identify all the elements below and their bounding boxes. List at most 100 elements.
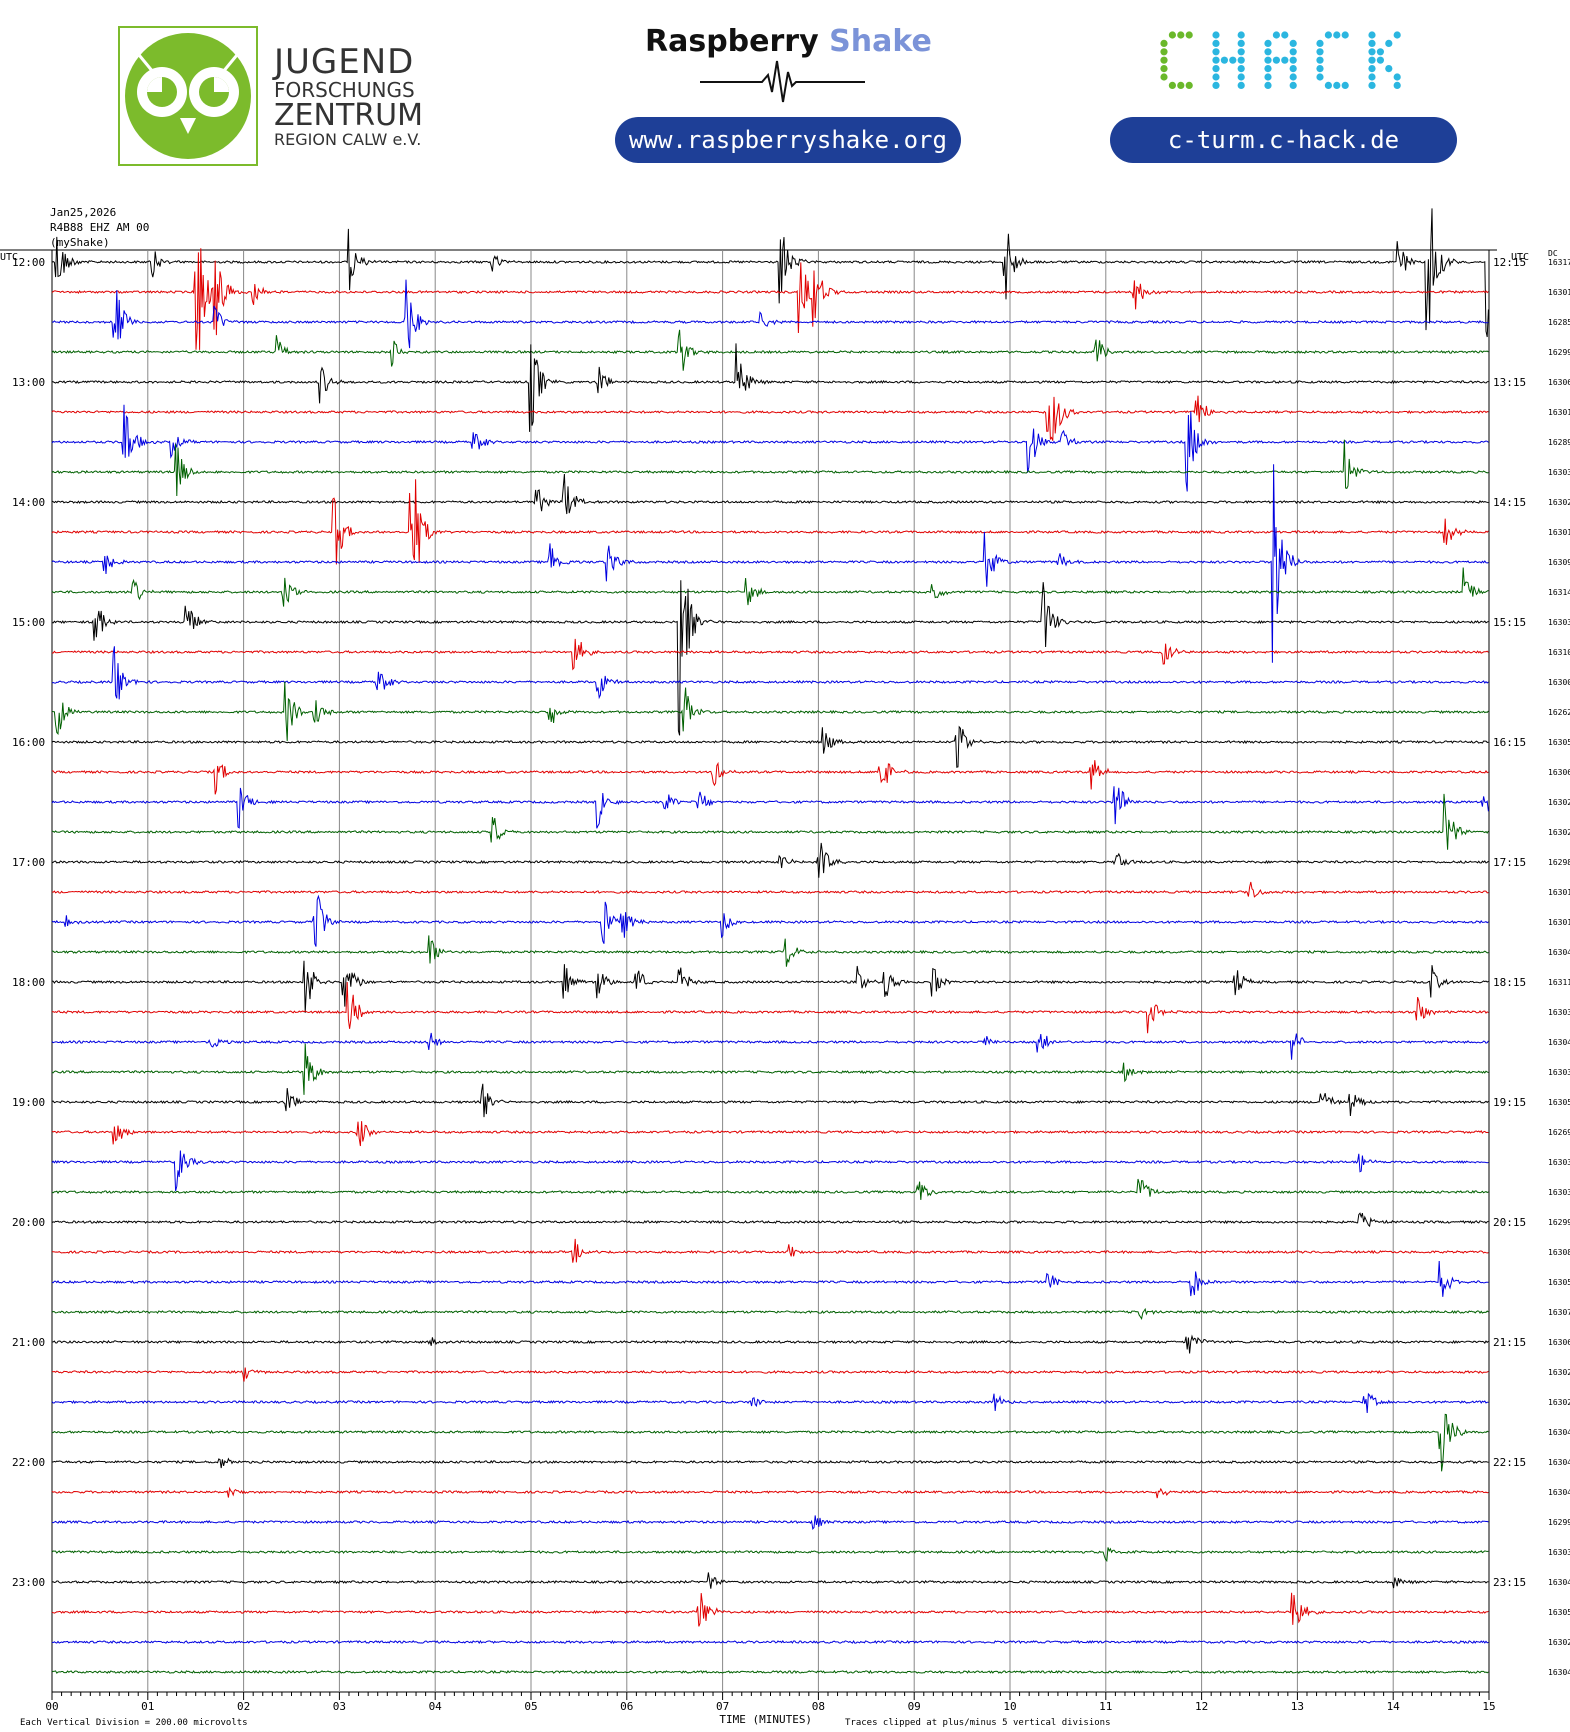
trace-line (51, 1515, 1489, 1531)
dc-offset-label: 16304 (1548, 1458, 1570, 1467)
dc-offset-label: 16303 (1548, 1188, 1570, 1197)
hour-label-left: 12:00 (12, 256, 45, 269)
chack-logo-dot (1264, 39, 1272, 47)
chack-logo-dot (1212, 81, 1220, 89)
trace-line (51, 1121, 1489, 1147)
dc-offset-label: 16314 (1548, 588, 1570, 597)
station-meta: Jan25,2026 R4B88 EHZ AM 00 (myShake) (50, 205, 149, 250)
trace-line (51, 1083, 1489, 1118)
dc-offset-label: 16303 (1548, 618, 1570, 627)
chack-logo-dot (1229, 56, 1237, 64)
dc-offset-label: 16302 (1548, 1398, 1570, 1407)
x-tick-label: 03 (333, 1700, 346, 1713)
grid (0, 249, 1497, 1700)
x-tick-label: 14 (1387, 1700, 1401, 1713)
x-tick-label: 07 (716, 1700, 729, 1713)
dc-offset-label: 16299 (1548, 1518, 1570, 1527)
chack-logo-dot (1316, 48, 1324, 56)
jfz-logo: JUGEND FORSCHUNGS ZENTRUM REGION CALW e.… (118, 26, 438, 166)
dc-label: DC (1548, 249, 1558, 258)
dc-offset-label: 16317 (1548, 258, 1570, 267)
chack-logo-dot (1368, 56, 1376, 64)
dc-offset-label: 16306 (1548, 1338, 1570, 1347)
hour-label-right: 17:15 (1493, 856, 1526, 869)
x-tick-label: 13 (1291, 1700, 1304, 1713)
chack-logo-dot (1393, 31, 1401, 39)
chack-logo-dot (1212, 56, 1220, 64)
dc-offset-label: 16307 (1548, 1308, 1570, 1317)
dc-offset-label: 16305 (1548, 1278, 1570, 1287)
trace-line (51, 395, 1489, 441)
dc-offset-label: 16311 (1548, 978, 1570, 987)
dc-offset-label: 16303 (1548, 1068, 1570, 1077)
chack-logo-dot (1212, 31, 1220, 39)
chack-logo-dot (1333, 31, 1341, 39)
rs-title-part2: Shake (829, 24, 932, 59)
x-axis-title: TIME (MINUTES) (719, 1713, 812, 1726)
dc-offset-label: 16305 (1548, 1608, 1570, 1617)
x-tick-label: 06 (620, 1700, 633, 1713)
dc-offset-label: 16303 (1548, 468, 1570, 477)
jfz-line-1: JUGEND (274, 42, 415, 82)
hour-label-right: 13:15 (1493, 376, 1526, 389)
hour-label-left: 16:00 (12, 736, 45, 749)
trace-line (51, 1178, 1489, 1200)
dc-offset-label: 16306 (1548, 378, 1570, 387)
dc-offset-label: 16303 (1548, 1158, 1570, 1167)
chack-logo-dot (1316, 56, 1324, 64)
dc-offset-label: 16308 (1548, 1248, 1570, 1257)
hour-label-right: 15:15 (1493, 616, 1526, 629)
trace-line (51, 439, 1489, 497)
hour-label-left: 19:00 (12, 1096, 45, 1109)
trace-line (51, 1367, 1489, 1382)
x-tick-label: 15 (1482, 1700, 1495, 1713)
dc-offset-label: 16299 (1548, 348, 1570, 357)
trace-line (51, 248, 1489, 350)
trace-line (51, 1150, 1489, 1192)
dc-offset-label: 16303 (1548, 1008, 1570, 1017)
footer-clip-note: Traces clipped at plus/minus 5 vertical … (845, 1718, 1111, 1728)
trace-line (51, 960, 1489, 1013)
dc-offset-label: 16304 (1548, 1428, 1570, 1437)
dc-offset-label: 16302 (1548, 1368, 1570, 1377)
hour-label-left: 17:00 (12, 856, 45, 869)
dc-offset-label: 16301 (1548, 888, 1570, 897)
trace-line (51, 1238, 1489, 1263)
chack-url-link[interactable]: c-turm.c-hack.de (1110, 117, 1457, 163)
chack-logo-dot (1237, 65, 1245, 73)
trace-line (51, 1212, 1489, 1228)
trace-line (51, 279, 1489, 349)
trace-line (51, 1260, 1489, 1297)
chack-logo-dot (1289, 73, 1297, 81)
trace-line (51, 464, 1489, 663)
trace-line (51, 1392, 1489, 1414)
trace-line (51, 842, 1489, 878)
trace-line (51, 1032, 1489, 1060)
labels: 00 01 02 03 04 05 06 07 08 09 10 11 12 13 14 15 TIME (MI… (0, 249, 1570, 1726)
chack-logo-dot (1368, 73, 1376, 81)
chack-logo-dot (1316, 73, 1324, 81)
trace-line (51, 208, 1489, 338)
dc-offset-label: 16309 (1548, 558, 1570, 567)
chack-logo-dot (1168, 31, 1176, 39)
chack-logo-dot (1289, 39, 1297, 47)
chack-logo-dot (1212, 73, 1220, 81)
chack-logo-dot (1289, 56, 1297, 64)
dc-offset-label: 16302 (1548, 1638, 1570, 1647)
trace-line (51, 1547, 1489, 1562)
dc-offset-label: 16304 (1548, 1038, 1570, 1047)
trace-line (51, 567, 1489, 607)
chack-logo-dot (1289, 48, 1297, 56)
chack-logo-dot (1160, 48, 1168, 56)
chack-logo-dot (1160, 65, 1168, 73)
trace-line (51, 479, 1489, 565)
dc-offset-label: 16302 (1548, 498, 1570, 507)
dc-offset-label: 16305 (1548, 1098, 1570, 1107)
trace-line (51, 1457, 1489, 1469)
hour-label-right: 21:15 (1493, 1336, 1526, 1349)
raspberryshake-url-link[interactable]: www.raspberryshake.org (615, 117, 961, 163)
dc-offset-label: 16285 (1548, 318, 1570, 327)
chack-logo-dot (1237, 56, 1245, 64)
trace-line (51, 646, 1489, 700)
